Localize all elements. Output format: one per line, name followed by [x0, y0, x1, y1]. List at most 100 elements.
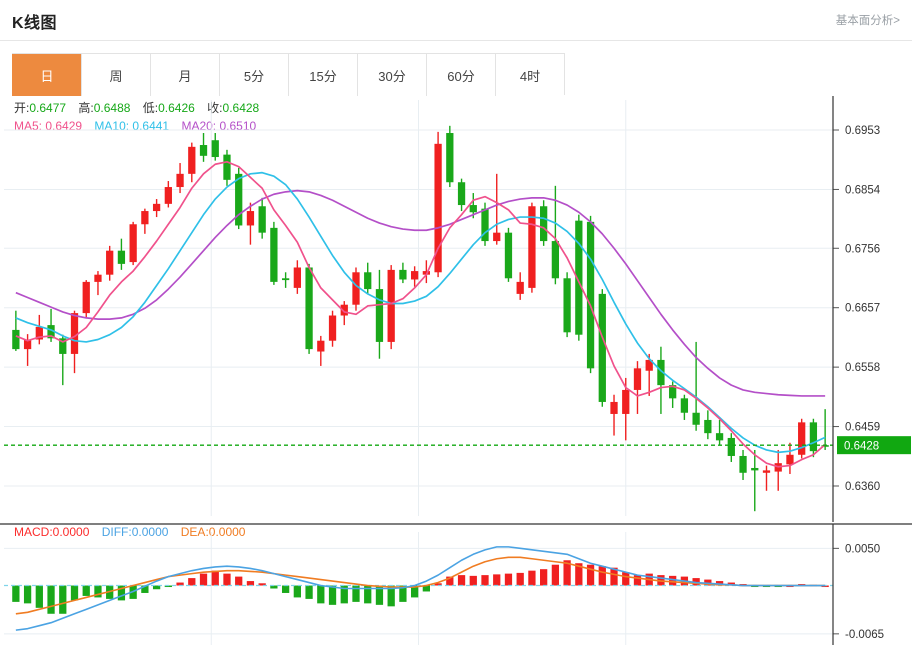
candle-body [586, 221, 595, 369]
kline-chart-svg[interactable]: 0.6953 0.6854 0.6756 0.6657 0.6558 0.6459 0.63… [0, 96, 912, 649]
candle-body [657, 359, 665, 386]
candle-body [106, 250, 114, 275]
macd-hist-bar [12, 585, 20, 602]
candle-body [35, 326, 43, 340]
macd-hist-bar [469, 575, 477, 586]
macd-hist-bar [305, 585, 313, 599]
candle-body [305, 267, 313, 350]
candle-body [246, 211, 255, 226]
candle-body [446, 133, 454, 183]
candle-body [680, 398, 689, 413]
candle-body [12, 329, 20, 350]
macd-hist-bar [270, 585, 278, 589]
candle-body [223, 154, 231, 180]
diff-line [15, 546, 826, 631]
candle-body [598, 293, 606, 402]
candle-body [504, 232, 513, 279]
ma5-legend-value: MA5: 0.6429 [14, 119, 83, 133]
low-value: 0.6426 [158, 101, 195, 115]
macd-hist-bar [410, 585, 419, 598]
candle-body [410, 271, 419, 280]
candle-body [704, 419, 712, 434]
macd-hist-bar [59, 585, 67, 614]
tab-4[interactable]: 15分 [288, 54, 357, 96]
macd-hist-bar [528, 570, 536, 586]
timeframe-tabbar: 日周月 5分 15分 30分 60分 4时 [12, 53, 565, 96]
candle-body [387, 269, 395, 342]
macd-hist-bar [563, 560, 571, 586]
macd-hist-bar [70, 585, 79, 601]
macd-legend: MACD:0.0000 DIFF:0.0000 DEA:0.0000 [14, 525, 245, 539]
tab-3[interactable]: 5分 [219, 54, 288, 96]
candle-body [70, 313, 79, 354]
candle-body [669, 385, 677, 399]
macd-hist-bar [352, 585, 360, 602]
candle-body [199, 145, 208, 156]
diff-legend-value: DIFF:0.0000 [101, 525, 169, 539]
macd-hist-bar [47, 585, 55, 614]
ma-legend: MA5: 0.6429 MA10: 0.6441 MA20: 0.6510 [14, 118, 256, 135]
high-label: 高: [78, 101, 94, 115]
candle-body [798, 422, 806, 455]
ma10-line [15, 171, 826, 454]
macd-hist-bar [540, 569, 548, 586]
macd-hist-bar [117, 585, 126, 601]
candle-body [399, 269, 407, 280]
macd-hist-bar [446, 576, 454, 586]
low-label: 低: [142, 101, 159, 115]
price-axis-label-6: 0.6360 [845, 481, 880, 493]
macd-hist-bar [387, 585, 395, 607]
macd-hist-bar [586, 564, 595, 586]
candle-body [610, 401, 618, 414]
candle-body [821, 445, 829, 447]
candle-body [622, 389, 630, 414]
macd-hist-bar [493, 574, 501, 586]
macd-axis-label-0: 0.0050 [845, 543, 880, 555]
page-title: K线图 [12, 15, 58, 32]
high-value: 0.6488 [93, 101, 131, 115]
price-axis-label-2: 0.6756 [845, 243, 880, 255]
candle-body [188, 146, 196, 174]
candle-body [739, 455, 747, 473]
candle-body [270, 227, 278, 282]
macd-hist-bar [258, 583, 266, 586]
macd-hist-bar [23, 585, 32, 604]
macd-axis-label-1: -0.0065 [845, 629, 884, 641]
candle-body [141, 211, 149, 225]
candle-body [645, 359, 653, 371]
candle-body [23, 339, 32, 350]
macd-hist-bar [246, 581, 255, 586]
macd-hist-bar [575, 563, 583, 586]
macd-hist-bar [235, 576, 243, 586]
candle-body [352, 272, 360, 305]
candle-body [281, 278, 290, 281]
ma5-line [15, 160, 826, 468]
tab-5[interactable]: 30分 [357, 54, 426, 96]
candle-body [317, 340, 325, 352]
fundamental-analysis-link[interactable]: 基本面分析> [835, 15, 900, 27]
candle-body [94, 274, 102, 282]
candle-body [751, 467, 759, 471]
candle-body [551, 241, 560, 279]
macd-legend-value: MACD:0.0000 [14, 525, 90, 539]
tab-2[interactable]: 月 [150, 54, 219, 96]
candle-body [375, 289, 384, 342]
chart-area[interactable]: 0.6953 0.6854 0.6756 0.6657 0.6558 0.6459 0.63… [0, 96, 912, 649]
tab-7[interactable]: 4时 [495, 54, 564, 96]
macd-hist-bar [141, 585, 149, 593]
ma20-legend-value: MA20: 0.6510 [181, 119, 257, 133]
tab-0[interactable]: 日 [12, 54, 81, 96]
macd-hist-bar [211, 570, 219, 586]
tab-6[interactable]: 60分 [426, 54, 495, 96]
macd-hist-bar [422, 585, 431, 592]
macd-hist-bar [633, 575, 642, 586]
tab-1[interactable]: 周 [81, 54, 150, 96]
candle-body [293, 267, 301, 288]
macd-hist-bar [223, 573, 231, 586]
dea-line [15, 556, 826, 615]
macd-hist-bar [516, 572, 524, 586]
macd-hist-bar [457, 575, 466, 586]
candle-body [364, 272, 372, 290]
macd-hist-bar [94, 585, 102, 598]
macd-hist-bar [328, 585, 337, 605]
